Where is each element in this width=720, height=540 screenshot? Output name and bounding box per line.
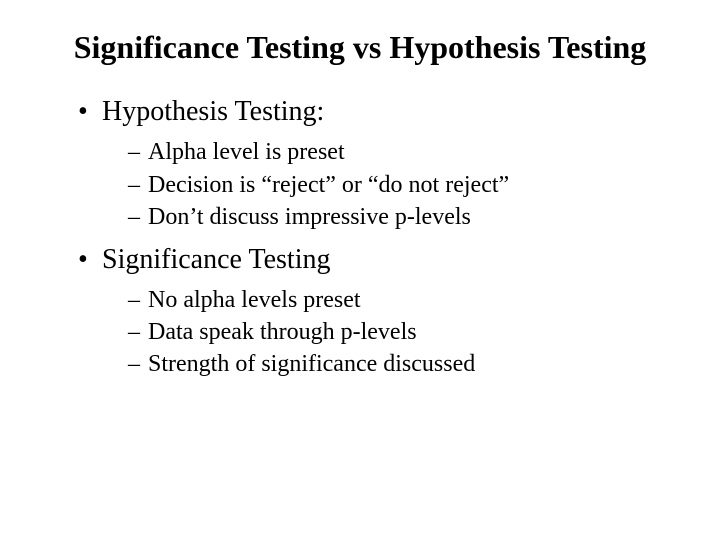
list-item: Strength of significance discussed [128, 348, 660, 380]
list-item: Alpha level is preset [128, 136, 660, 168]
section-heading-1: Hypothesis Testing: [78, 96, 660, 128]
list-item: Data speak through p-levels [128, 316, 660, 348]
list-item: No alpha levels preset [128, 284, 660, 316]
section-heading-2: Significance Testing [78, 244, 660, 276]
slide-title: Significance Testing vs Hypothesis Testi… [60, 28, 660, 66]
list-item: Decision is “reject” or “do not reject” [128, 169, 660, 201]
list-item: Don’t discuss impressive p-levels [128, 201, 660, 233]
